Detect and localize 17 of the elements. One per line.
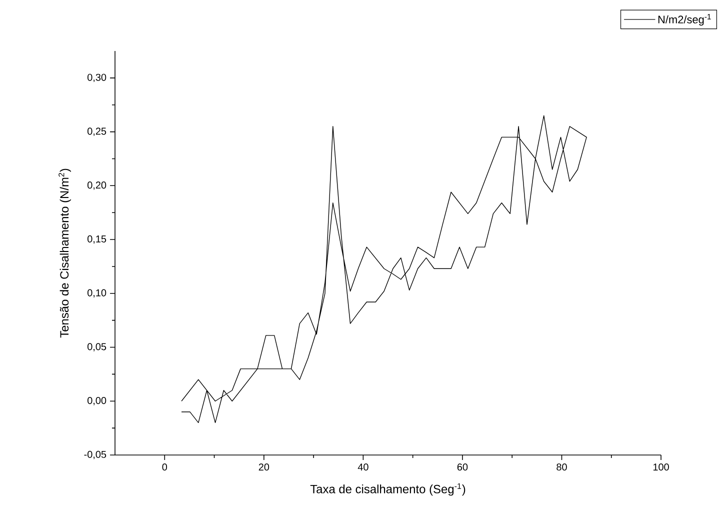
y-tick-label: 0,25: [88, 128, 106, 136]
y-tick-label: 0,00: [88, 397, 106, 406]
y-axis-title: Tensão de Cisalhamento (N/m$^{2}$): [58, 168, 71, 338]
y-tick-label: 0,20: [88, 182, 106, 190]
x-tick-label: 80: [556, 464, 567, 471]
x-axis-title: Taxa de cisalhamento (Seg$^{-1}$): [310, 483, 466, 496]
y-tick-label: 0,10: [88, 289, 106, 298]
y-tick-label: 0,30: [88, 74, 106, 82]
y-tick-label: -0,05: [84, 450, 106, 460]
x-tick-label: 20: [258, 464, 270, 471]
x-tick-label: 0: [162, 464, 168, 471]
y-tick-label: 0,15: [88, 235, 106, 244]
y-tick-label: 0,05: [88, 343, 106, 352]
x-tick-label: 60: [457, 464, 468, 471]
x-tick-label: 40: [358, 464, 368, 471]
x-tick-label: 100: [653, 464, 669, 471]
legend-label: N/m2/seg$^{-1}$: [658, 14, 711, 26]
